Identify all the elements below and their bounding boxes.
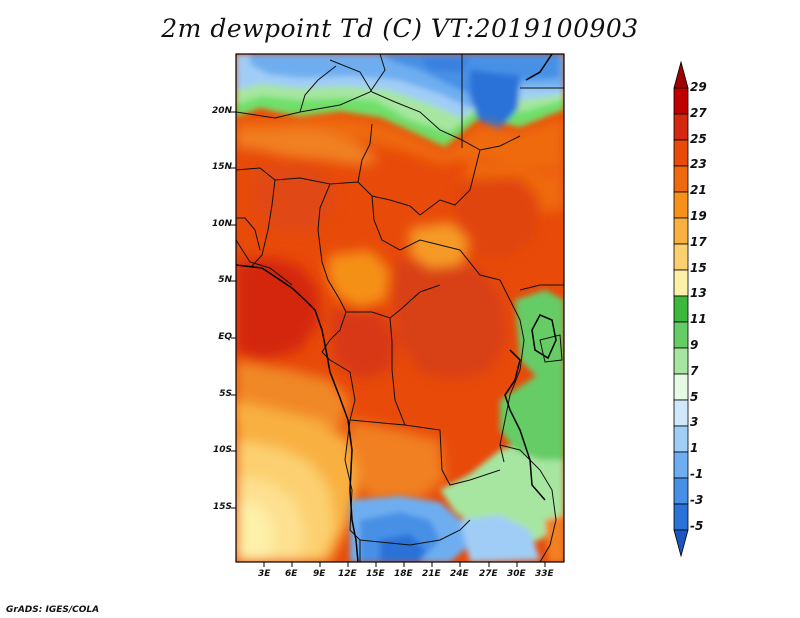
colorbar-segment [673, 503, 689, 531]
colorbar-segment [673, 217, 689, 245]
colorbar-label: -1 [690, 467, 704, 481]
colorbar-label: 29 [690, 80, 707, 94]
colorbar-label: 25 [690, 131, 707, 146]
lon-label-12e: 12E [338, 569, 357, 579]
lat-label-15s: 15S [212, 502, 232, 512]
colorbar-label: 11 [690, 312, 707, 327]
lon-label-21e: 21E [422, 569, 441, 579]
country-borders [236, 54, 564, 562]
coastlines [235, 53, 557, 563]
colorbar-segment [673, 191, 689, 219]
colorbar-label: -5 [690, 518, 704, 533]
colorbar-segment [673, 347, 689, 375]
lat-label-eq: EQ [218, 332, 232, 342]
colorbar-label: 27 [690, 105, 707, 120]
axis-ticks [231, 111, 546, 567]
colorbar-segment [673, 321, 689, 349]
colorbar-label: 9 [690, 338, 699, 352]
colorbar-label: 7 [690, 363, 699, 378]
lat-label-20n: 20N [211, 106, 232, 116]
colorbar-segment [673, 477, 689, 505]
colorbar-label: 3 [690, 415, 699, 430]
colorbar-label: 21 [690, 183, 707, 198]
colorbar-segment [673, 269, 689, 297]
colorbar-label: 17 [690, 234, 707, 249]
colorbar-segment [673, 60, 689, 89]
colorbar-segment [673, 165, 689, 193]
south-interior-region [350, 290, 564, 562]
colorbar-label: 19 [690, 209, 707, 223]
lat-label-10n: 10N [211, 219, 232, 229]
lon-label-30e: 30E [507, 569, 526, 579]
south-atlantic-dry [236, 400, 360, 562]
credit-text: GrADS: IGES/COLA [6, 605, 100, 615]
colorbar-segment [673, 87, 689, 115]
map-frame [235, 53, 565, 563]
colorbar-segment [673, 425, 689, 453]
colorbar-label: 1 [690, 441, 699, 456]
colorbar-segment [673, 243, 689, 271]
colorbar-label: 23 [690, 157, 707, 172]
colorbar-label: 13 [690, 286, 707, 301]
lon-label-18e: 18E [394, 569, 413, 579]
colorbar [673, 60, 689, 558]
dewpoint-field [236, 54, 564, 562]
lon-label-24e: 24E [450, 569, 469, 579]
lon-label-6e: 6E [285, 569, 298, 579]
colorbar-segment [673, 529, 689, 558]
colorbar-segment [673, 451, 689, 479]
colorbar-segment [673, 399, 689, 427]
lon-label-27e: 27E [479, 569, 498, 579]
colorbar-label: 15 [690, 260, 707, 275]
colorbar-segment [673, 373, 689, 401]
lat-label-5s: 5S [219, 389, 232, 399]
sahara-dry-region [236, 54, 564, 148]
colorbar-label: -3 [690, 492, 704, 507]
lon-label-3e: 3E [258, 569, 271, 579]
lat-label-15n: 15N [211, 162, 232, 172]
lon-label-15e: 15E [366, 569, 385, 579]
map-title: 2m dewpoint Td (C) VT:2019100903 [161, 14, 639, 43]
lat-label-5n: 5N [218, 275, 232, 285]
lon-label-9e: 9E [313, 569, 326, 579]
colorbar-label: 5 [690, 389, 699, 404]
colorbar-segment [673, 113, 689, 141]
humid-core-regions [236, 165, 540, 380]
colorbar-segment [673, 295, 689, 323]
lon-label-33e: 33E [535, 569, 554, 579]
lat-label-10s: 10S [212, 445, 232, 455]
colorbar-segment [673, 139, 689, 167]
